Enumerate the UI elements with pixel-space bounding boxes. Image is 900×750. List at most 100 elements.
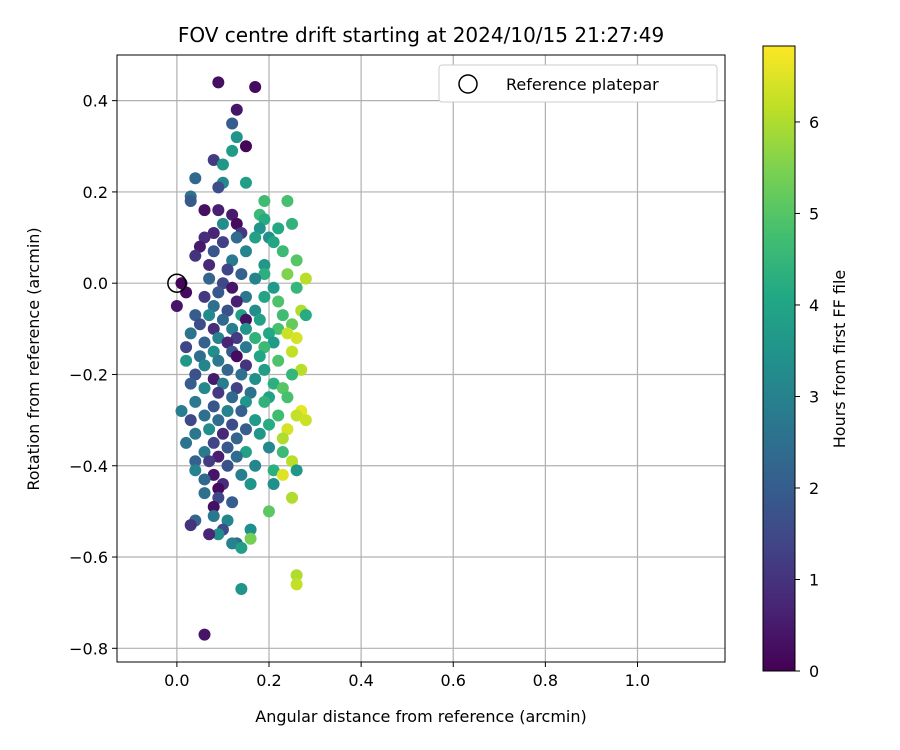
colorbar-gradient <box>762 45 796 672</box>
y-tick-label: 0.0 <box>83 274 108 293</box>
scatter-point <box>249 414 262 427</box>
colorbar-tick-label: 1 <box>809 570 819 589</box>
scatter-point <box>281 268 294 281</box>
scatter-point <box>253 313 266 326</box>
x-axis: 0.0 0.2 0.4 0.6 0.8 1.0 <box>164 662 650 690</box>
scatter-point <box>221 363 234 376</box>
scatter-point <box>258 341 271 354</box>
scatter-point <box>272 354 285 367</box>
grid <box>117 55 725 662</box>
colorbar-tick-label: 2 <box>809 479 819 498</box>
scatter-point <box>216 377 229 390</box>
scatter-point <box>286 368 299 381</box>
scatter-point <box>235 541 248 554</box>
scatter-point <box>198 231 211 244</box>
scatter-point <box>286 345 299 358</box>
scatter-point <box>184 195 197 208</box>
scatter-point <box>175 277 188 290</box>
scatter-point <box>216 236 229 249</box>
scatter-point <box>263 418 275 431</box>
scatter-point <box>216 313 229 326</box>
scatter-point <box>212 204 225 217</box>
scatter-point <box>281 195 294 208</box>
scatter-point <box>276 468 289 481</box>
scatter-point <box>239 140 252 153</box>
scatter-point <box>198 473 211 486</box>
colorbar-tick-label: 5 <box>809 204 819 223</box>
scatter-point <box>281 423 294 436</box>
scatter-point <box>226 281 239 294</box>
scatter-point <box>221 441 234 454</box>
scatter-point <box>267 281 280 294</box>
scatter-point <box>180 286 193 299</box>
scatter-point <box>290 281 303 294</box>
scatter-point <box>230 432 243 445</box>
scatter-point <box>258 213 271 226</box>
scatter-point <box>249 272 262 285</box>
scatter-point <box>276 432 289 445</box>
scatter-point <box>212 76 225 89</box>
scatter-point <box>180 341 193 354</box>
scatter-point <box>189 455 202 468</box>
scatter-point <box>189 395 202 408</box>
scatter-point <box>203 258 216 271</box>
scatter-point <box>253 350 266 363</box>
y-tick-label: −0.6 <box>69 548 108 567</box>
scatter-point <box>239 313 252 326</box>
scatter-point <box>235 468 248 481</box>
scatter-point <box>239 176 252 189</box>
scatter-point <box>230 331 243 344</box>
scatter-point <box>253 222 266 235</box>
y-axis-label: Rotation from reference (arcmin) <box>24 227 43 490</box>
scatter-point <box>203 455 216 468</box>
scatter-point <box>226 322 239 335</box>
scatter-point <box>258 290 271 303</box>
legend: Reference platepar <box>438 64 718 103</box>
y-tick-label: −0.4 <box>69 457 108 476</box>
scatter-point <box>230 131 243 144</box>
scatter-point <box>189 172 202 185</box>
colorbar-ticks: 0 1 2 3 4 5 6 <box>795 113 819 681</box>
scatter-point <box>299 414 312 427</box>
colorbar-tick-label: 0 <box>809 662 819 681</box>
scatter-point <box>198 446 211 459</box>
scatter-point <box>239 290 252 303</box>
scatter-point <box>203 528 216 541</box>
colorbar: 0 1 2 3 4 5 6 Hours from first FF file <box>762 45 849 681</box>
scatter-point <box>239 359 252 372</box>
scatter-point <box>244 532 257 545</box>
scatter-point <box>249 304 262 317</box>
scatter-point <box>226 391 239 404</box>
scatter-point <box>203 309 216 322</box>
scatter-point <box>226 418 239 431</box>
scatter-point <box>212 354 225 367</box>
legend-marker-icon <box>458 74 478 94</box>
scatter-point <box>249 231 262 244</box>
scatter-point <box>276 245 289 258</box>
scatter-point <box>207 500 220 513</box>
scatter-point <box>239 446 252 459</box>
scatter-point <box>272 409 285 422</box>
scatter-point <box>239 245 252 258</box>
scatter-point <box>290 409 303 422</box>
scatter-point <box>249 373 262 386</box>
reference-marker <box>167 273 187 293</box>
scatter-point <box>221 304 234 317</box>
scatter-point <box>230 350 243 363</box>
scatter-point <box>212 331 225 344</box>
scatter-point <box>193 240 206 253</box>
scatter-point <box>267 236 280 249</box>
scatter-point <box>290 464 303 477</box>
scatter-point <box>230 382 243 395</box>
scatter-point <box>286 491 299 504</box>
x-tick-label: 0.4 <box>348 671 373 690</box>
scatter-point <box>276 446 289 459</box>
scatter-point <box>203 423 216 436</box>
colorbar-tick-label: 3 <box>809 387 819 406</box>
scatter-point <box>258 258 271 271</box>
scatter-point <box>207 300 220 313</box>
scatter-point <box>207 400 220 413</box>
scatter-point <box>226 144 239 157</box>
scatter-point <box>216 217 229 230</box>
